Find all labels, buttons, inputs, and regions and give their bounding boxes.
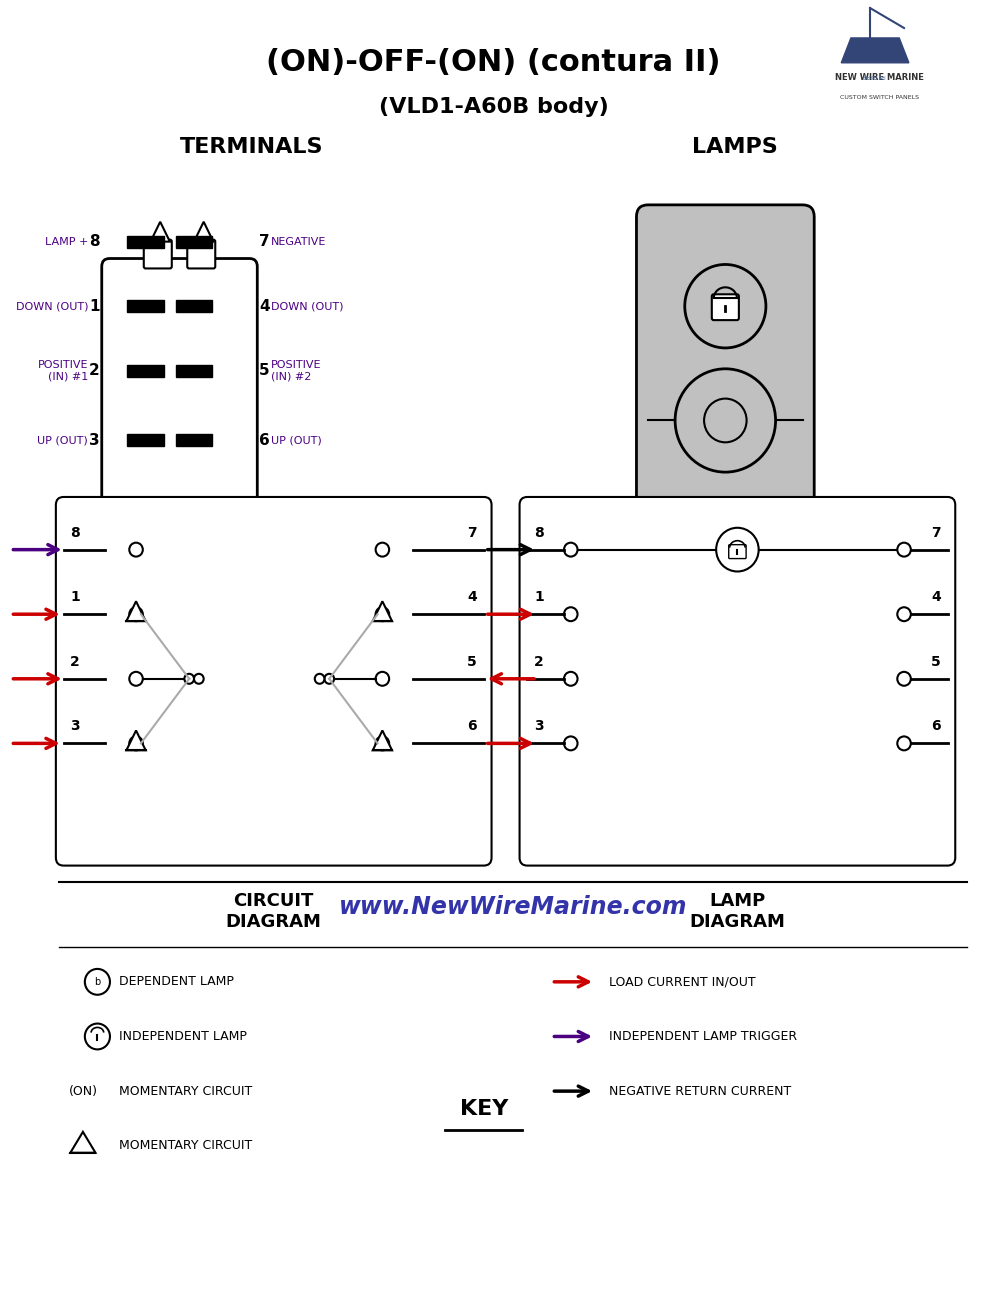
- Text: POSITIVE
(IN) #2: POSITIVE (IN) #2: [271, 360, 321, 382]
- Text: INDEPENDENT LAMP: INDEPENDENT LAMP: [119, 1030, 247, 1043]
- FancyBboxPatch shape: [636, 204, 814, 527]
- Circle shape: [194, 674, 204, 683]
- Circle shape: [564, 607, 578, 621]
- Text: UP (OUT): UP (OUT): [271, 435, 322, 445]
- Text: (ON)-OFF-(ON) (contura II): (ON)-OFF-(ON) (contura II): [266, 48, 721, 78]
- Text: MOMENTARY CIRCUIT: MOMENTARY CIRCUIT: [119, 1084, 252, 1097]
- Text: 7: 7: [259, 234, 270, 250]
- Text: 2: 2: [534, 655, 544, 669]
- Text: 4: 4: [931, 590, 941, 604]
- Text: b: b: [94, 977, 101, 987]
- Text: DOWN (OUT): DOWN (OUT): [16, 302, 88, 312]
- Circle shape: [324, 674, 334, 683]
- Text: 1: 1: [534, 590, 544, 604]
- Text: MOMENTARY CIRCUIT: MOMENTARY CIRCUIT: [119, 1139, 252, 1152]
- Polygon shape: [70, 1132, 95, 1153]
- FancyBboxPatch shape: [56, 497, 492, 866]
- Polygon shape: [373, 730, 392, 751]
- Circle shape: [376, 672, 389, 686]
- Text: 3: 3: [70, 719, 80, 734]
- Text: 2: 2: [89, 364, 100, 378]
- FancyBboxPatch shape: [163, 540, 196, 572]
- Circle shape: [564, 542, 578, 556]
- Text: 5: 5: [467, 655, 477, 669]
- Circle shape: [897, 607, 911, 621]
- FancyBboxPatch shape: [144, 239, 172, 268]
- FancyBboxPatch shape: [729, 545, 746, 559]
- Text: 6: 6: [467, 719, 477, 734]
- Circle shape: [897, 672, 911, 686]
- Bar: [127, 365, 164, 377]
- Text: 6: 6: [931, 719, 941, 734]
- Text: 8: 8: [70, 525, 80, 540]
- Bar: [127, 236, 164, 247]
- Polygon shape: [841, 38, 909, 63]
- Text: LAMPS: LAMPS: [692, 137, 778, 158]
- Bar: [127, 300, 164, 312]
- Text: 2: 2: [70, 655, 80, 669]
- Text: DOWN (OUT): DOWN (OUT): [271, 302, 343, 312]
- Text: POSITIVE
(IN) #1: POSITIVE (IN) #1: [38, 360, 88, 382]
- Bar: [176, 300, 212, 312]
- Text: CIRCUIT
DIAGRAM: CIRCUIT DIAGRAM: [226, 893, 322, 932]
- Text: 3: 3: [534, 719, 544, 734]
- Text: TERMINALS: TERMINALS: [180, 137, 324, 158]
- Circle shape: [315, 674, 324, 683]
- FancyBboxPatch shape: [712, 294, 739, 320]
- Text: LAMP +: LAMP +: [45, 237, 88, 247]
- Text: CUSTOM SWITCH PANELS: CUSTOM SWITCH PANELS: [840, 94, 919, 100]
- Circle shape: [129, 607, 143, 621]
- Text: NEGATIVE: NEGATIVE: [271, 237, 326, 247]
- Circle shape: [184, 674, 194, 683]
- Polygon shape: [151, 221, 170, 242]
- Bar: [176, 236, 212, 247]
- Text: 3: 3: [89, 432, 100, 448]
- Circle shape: [129, 542, 143, 556]
- Circle shape: [897, 542, 911, 556]
- Text: NEGATIVE RETURN CURRENT: NEGATIVE RETURN CURRENT: [609, 1084, 792, 1097]
- Text: LOAD CURRENT IN/OUT: LOAD CURRENT IN/OUT: [609, 976, 756, 989]
- Bar: [176, 365, 212, 377]
- Text: 6: 6: [259, 432, 270, 448]
- Polygon shape: [373, 602, 392, 621]
- Text: 1: 1: [89, 299, 100, 313]
- Text: NEW WIRE MARINE: NEW WIRE MARINE: [835, 74, 924, 83]
- Polygon shape: [126, 730, 146, 751]
- Circle shape: [376, 542, 389, 556]
- Circle shape: [376, 736, 389, 751]
- Circle shape: [129, 736, 143, 751]
- Bar: [127, 435, 164, 446]
- Text: ≈≈≈: ≈≈≈: [863, 72, 887, 83]
- FancyBboxPatch shape: [102, 259, 257, 553]
- Text: 7: 7: [467, 525, 477, 540]
- Text: LAMP
DIAGRAM: LAMP DIAGRAM: [689, 893, 785, 932]
- Text: (ON): (ON): [68, 1084, 97, 1097]
- Text: 5: 5: [931, 655, 941, 669]
- Text: 8: 8: [534, 525, 544, 540]
- Circle shape: [564, 672, 578, 686]
- Text: (VLD1-A60B body): (VLD1-A60B body): [379, 97, 608, 118]
- Bar: [176, 435, 212, 446]
- Text: DEPENDENT LAMP: DEPENDENT LAMP: [119, 976, 234, 989]
- Circle shape: [129, 672, 143, 686]
- Text: 4: 4: [259, 299, 270, 313]
- Text: 1: 1: [70, 590, 80, 604]
- FancyBboxPatch shape: [187, 239, 215, 268]
- Circle shape: [897, 736, 911, 751]
- Text: INDEPENDENT LAMP TRIGGER: INDEPENDENT LAMP TRIGGER: [609, 1030, 798, 1043]
- Text: 4: 4: [467, 590, 477, 604]
- FancyBboxPatch shape: [520, 497, 955, 866]
- Text: KEY: KEY: [460, 1099, 508, 1118]
- Text: UP (OUT): UP (OUT): [37, 435, 88, 445]
- Text: 7: 7: [931, 525, 941, 540]
- Circle shape: [376, 607, 389, 621]
- Text: 5: 5: [259, 364, 270, 378]
- Circle shape: [564, 736, 578, 751]
- Polygon shape: [126, 602, 146, 621]
- Text: www.NewWireMarine.com: www.NewWireMarine.com: [339, 895, 687, 919]
- Text: 8: 8: [89, 234, 100, 250]
- Polygon shape: [194, 221, 213, 242]
